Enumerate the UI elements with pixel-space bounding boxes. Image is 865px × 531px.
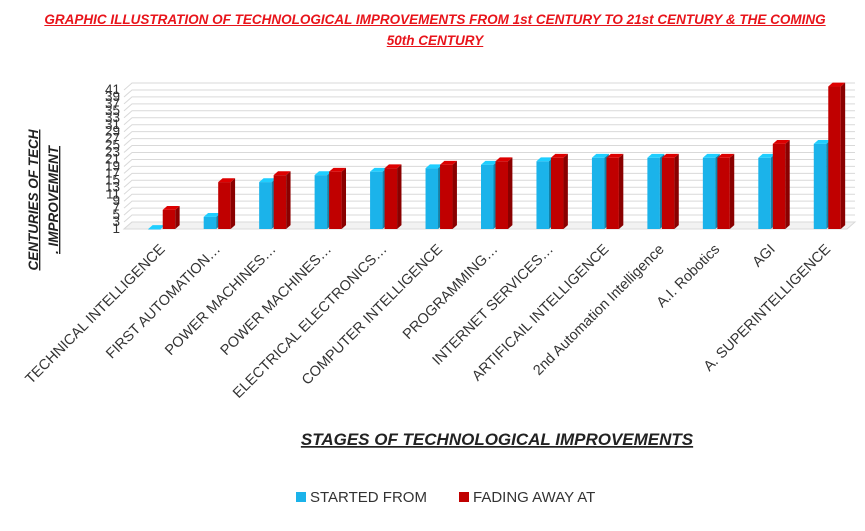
bar-fading-away-at bbox=[828, 82, 846, 230]
x-category-label: POWER MACHINES… bbox=[218, 242, 335, 359]
y-tick-label: 19 bbox=[105, 158, 120, 173]
y-tick-label: 25 bbox=[105, 138, 120, 153]
y-tick-label: 7 bbox=[112, 200, 120, 215]
x-category-label: PROGRAMMING… bbox=[400, 242, 501, 343]
gridline bbox=[123, 117, 855, 126]
y-tick-label: 31 bbox=[105, 117, 120, 132]
bars bbox=[148, 82, 846, 230]
y-tick-label: 27 bbox=[105, 131, 120, 146]
y-axis-title-line-1: CENTURIES OF TECH bbox=[26, 129, 41, 270]
bar-started-from bbox=[536, 157, 554, 229]
y-tick-label: 21 bbox=[105, 152, 120, 167]
chart-title: GRAPHIC ILLUSTRATION OF TECHNOLOGICAL IM… bbox=[44, 12, 826, 48]
gridline bbox=[123, 103, 855, 112]
y-tick-label: 17 bbox=[105, 165, 120, 180]
legend: STARTED FROM FADING AWAY AT bbox=[296, 489, 595, 506]
y-tick-label: 11 bbox=[106, 186, 120, 201]
gridline bbox=[123, 152, 855, 160]
legend-item: FADING AWAY AT bbox=[459, 489, 595, 506]
gridline bbox=[123, 145, 855, 153]
bar-fading-away-at bbox=[717, 153, 735, 229]
bar-started-from bbox=[370, 167, 387, 229]
x-category-label: POWER MACHINES… bbox=[162, 242, 279, 359]
bar-started-from bbox=[591, 153, 609, 229]
y-tick-label: 5 bbox=[112, 207, 120, 222]
bar-started-from bbox=[425, 164, 443, 229]
y-tick-label: 3 bbox=[112, 214, 120, 229]
x-category-label: FIRST AUTOMATION… bbox=[103, 242, 224, 363]
y-tick-label: 41 bbox=[105, 82, 120, 97]
gridline bbox=[123, 82, 855, 91]
bar-fading-away-at bbox=[606, 153, 624, 229]
gridline bbox=[123, 131, 855, 140]
bar-started-from bbox=[314, 171, 332, 229]
x-category-label: AGI bbox=[750, 242, 779, 271]
bar-fading-away-at bbox=[162, 206, 180, 229]
legend-label: STARTED FROM bbox=[310, 489, 427, 506]
legend-swatch bbox=[459, 492, 469, 502]
bar-started-from bbox=[758, 153, 776, 229]
chart-title-block: GRAPHIC ILLUSTRATION OF TECHNOLOGICAL IM… bbox=[40, 9, 830, 51]
y-tick-label: 13 bbox=[105, 179, 120, 194]
y-tick-label: 33 bbox=[105, 110, 120, 125]
bar-started-from bbox=[702, 153, 720, 229]
bar-fading-away-at bbox=[661, 153, 679, 229]
y-axis-title-line-2: . IMPROVEMENT bbox=[46, 144, 61, 254]
bar-fading-away-at bbox=[384, 164, 402, 229]
bar-fading-away-at bbox=[329, 167, 347, 229]
bar-started-from bbox=[813, 140, 831, 229]
y-tick-label: 29 bbox=[105, 124, 120, 139]
gridline bbox=[123, 138, 855, 146]
y-tick-label: 1 bbox=[112, 221, 120, 236]
y-tick-label: 37 bbox=[105, 96, 120, 111]
legend-swatch bbox=[296, 492, 306, 502]
bar-fading-away-at bbox=[772, 140, 790, 229]
bar-started-from bbox=[481, 160, 498, 229]
gridline bbox=[123, 110, 855, 119]
bar-started-from bbox=[148, 225, 166, 230]
gridline bbox=[123, 124, 855, 133]
gridline bbox=[123, 89, 855, 98]
bar-fading-away-at bbox=[495, 157, 513, 229]
bar-fading-away-at bbox=[218, 178, 236, 229]
legend-label: FADING AWAY AT bbox=[473, 489, 595, 506]
y-tick-label: 39 bbox=[105, 89, 120, 104]
x-axis-title: STAGES OF TECHNOLOGICAL IMPROVEMENTS bbox=[301, 430, 694, 449]
bar-fading-away-at bbox=[440, 160, 457, 229]
y-tick-label: 15 bbox=[105, 172, 120, 187]
y-tick-label: 35 bbox=[105, 103, 120, 118]
y-tick-label: 23 bbox=[105, 145, 120, 160]
bar-fading-away-at bbox=[550, 153, 568, 229]
legend-item: STARTED FROM bbox=[296, 489, 427, 506]
y-tick-label: 9 bbox=[112, 193, 120, 208]
bar-fading-away-at bbox=[273, 171, 291, 229]
bar-started-from bbox=[203, 212, 221, 229]
gridline bbox=[123, 96, 855, 105]
bar-started-from bbox=[647, 153, 665, 229]
bar-started-from bbox=[259, 178, 277, 229]
